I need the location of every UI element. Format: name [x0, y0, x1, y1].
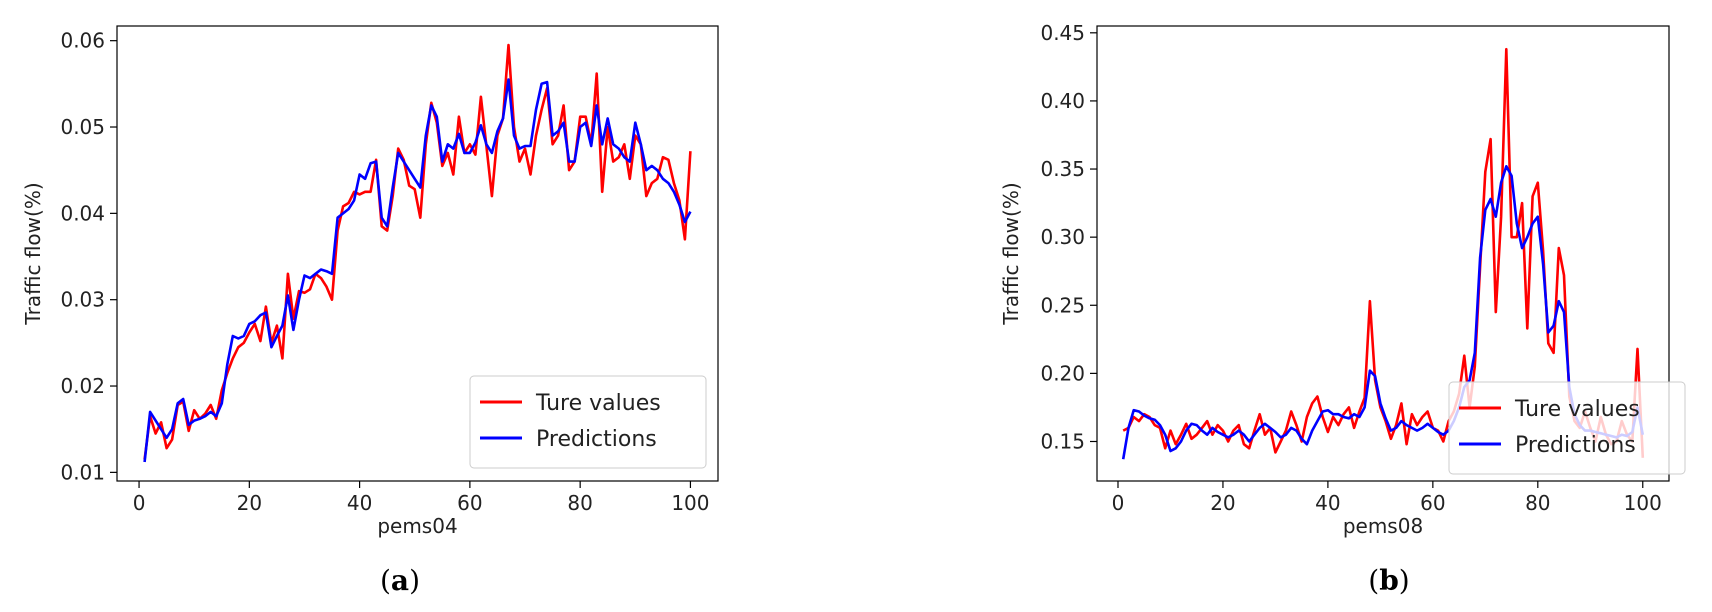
- y-tick-label: 0.03: [60, 288, 105, 312]
- caption-b-letter: b: [1379, 564, 1399, 597]
- y-tick-label: 0.25: [1040, 293, 1085, 317]
- x-tick-label: 60: [457, 491, 482, 515]
- y-tick-label: 0.04: [60, 201, 105, 225]
- legend-label-true-b: Ture values: [1514, 397, 1640, 422]
- axes-frame-a: [116, 25, 719, 482]
- y-axis-b: 0.15 0.20 0.25 0.30 0.35 0.40 0.45: [1040, 21, 1097, 453]
- y-axis-label-group-a: Traffic flow(%): [21, 182, 45, 325]
- caption-b-close: ): [1399, 564, 1410, 597]
- plot-lines-a: [143, 43, 692, 463]
- predictions-line-b: [1121, 165, 1645, 460]
- chart-panel-b: 0 20 40 60 80 100 0.15 0.20 0.25 0.30 0.35 0.40 0.4…: [999, 21, 1686, 538]
- legend-box-b: [1448, 381, 1686, 475]
- x-tick-label: 60: [1420, 491, 1445, 515]
- caption-b-open: (: [1368, 564, 1379, 597]
- x-tick-label: 100: [1624, 491, 1662, 515]
- y-tick-label: 0.02: [60, 374, 105, 398]
- plot-lines-b: [1121, 47, 1645, 460]
- y-tick-label: 0.35: [1040, 157, 1085, 181]
- y-tick-label: 0.45: [1040, 21, 1085, 45]
- axes-frame-b: [1096, 25, 1670, 482]
- y-axis-label-b: Traffic flow(%): [999, 182, 1023, 325]
- x-axis-b: 0 20 40 60 80 100: [1112, 481, 1662, 515]
- x-axis-label-a: pems04: [377, 514, 457, 538]
- caption-a-letter: a: [391, 564, 409, 597]
- x-tick-label: 80: [1525, 491, 1550, 515]
- x-tick-label: 80: [567, 491, 592, 515]
- y-tick-label: 0.06: [60, 29, 105, 53]
- x-tick-label: 40: [347, 491, 372, 515]
- x-tick-label: 20: [1210, 491, 1235, 515]
- y-tick-label: 0.20: [1040, 361, 1085, 385]
- caption-a-open: (: [380, 564, 391, 597]
- y-tick-label: 0.30: [1040, 225, 1085, 249]
- caption-a-close: ): [409, 564, 420, 597]
- x-tick-label: 0: [1112, 491, 1125, 515]
- x-tick-label: 100: [671, 491, 709, 515]
- x-axis-label-b: pems08: [1343, 514, 1423, 538]
- y-tick-label: 0.01: [60, 460, 105, 484]
- y-tick-label: 0.40: [1040, 89, 1085, 113]
- predictions-line-a: [143, 78, 692, 463]
- chart-panel-a: 0 20 40 60 80 100 0.01 0.02 0.03 0.04 0.05 0.06 pe…: [21, 25, 719, 538]
- y-axis-a: 0.01 0.02 0.03 0.04 0.05 0.06: [60, 29, 117, 484]
- y-axis-label-group-b: Traffic flow(%): [999, 182, 1023, 325]
- y-tick-label: 0.15: [1040, 429, 1085, 453]
- caption-a: (a): [380, 564, 420, 597]
- y-axis-label-a: Traffic flow(%): [21, 182, 45, 325]
- y-tick-label: 0.05: [60, 115, 105, 139]
- legend-label-pred-b: Predictions: [1515, 433, 1636, 458]
- caption-b: (b): [1368, 564, 1409, 597]
- legend-box-a: [469, 375, 707, 469]
- legend-b: Ture values Predictions: [1448, 381, 1686, 475]
- x-tick-label: 20: [237, 491, 262, 515]
- legend-a: Ture values Predictions: [469, 375, 707, 469]
- legend-label-pred-a: Predictions: [536, 427, 657, 452]
- legend-label-true-a: Ture values: [535, 391, 661, 416]
- x-tick-label: 0: [133, 491, 146, 515]
- x-axis-a: 0 20 40 60 80 100: [133, 481, 710, 515]
- x-tick-label: 40: [1315, 491, 1340, 515]
